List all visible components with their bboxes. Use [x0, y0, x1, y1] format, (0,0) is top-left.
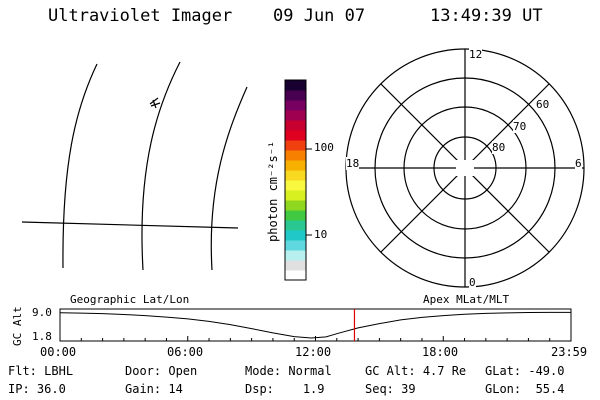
status-gcalt-value: 4.7 Re	[422, 364, 467, 378]
lat-label-80: 80	[492, 141, 506, 154]
status-mode: Mode: Normal	[245, 364, 332, 378]
status-dsp: Dsp: 1.9	[245, 382, 325, 396]
status-glon-value: 55.4	[535, 382, 565, 396]
colorbar-cell	[285, 80, 306, 91]
status-mode-value: Normal	[288, 364, 332, 378]
longitude-line-3	[210, 86, 248, 271]
colorbar-cell	[285, 230, 306, 241]
colorbar-tick-10: 10	[314, 228, 328, 241]
colorbar-cell	[285, 160, 306, 171]
colorbar-cell	[285, 260, 306, 271]
altitude-ytick-max: 9.0	[32, 306, 52, 319]
status-door: Door: Open	[125, 364, 198, 378]
time-label: 13:49:39 UT	[430, 6, 543, 26]
xtick-label-2: 12:00	[295, 345, 332, 359]
colorbar-cell	[285, 140, 306, 151]
status-door-value: Open	[168, 364, 198, 378]
mlt-label-0: 0	[469, 276, 476, 289]
xtick-label-1: 06:00	[167, 345, 204, 359]
geo-panel-label: Geographic Lat/Lon	[70, 293, 190, 306]
colorbar-cell	[285, 90, 306, 101]
status-gain: Gain: 14	[125, 382, 183, 396]
lat-label-60: 60	[536, 98, 550, 111]
mlt-label-18: 18	[346, 157, 360, 170]
colorbar-cell	[285, 250, 306, 261]
colorbar-cell	[285, 270, 306, 281]
status-ip: IP: 36.0	[8, 382, 66, 396]
longitude-line-2	[141, 61, 181, 271]
altitude-ytick-min: 1.8	[32, 330, 52, 343]
colorbar-cell	[285, 210, 306, 221]
colorbar-cell	[285, 100, 306, 111]
colorbar-cell	[285, 120, 306, 131]
instrument-title: Ultraviolet Imager	[48, 6, 233, 26]
status-gain-value: 14	[168, 382, 183, 396]
xtick-label-3: 18:00	[422, 345, 459, 359]
colorbar-cell	[285, 150, 306, 161]
spacecraft-marker-icon	[149, 97, 161, 109]
colorbar-cell	[285, 200, 306, 211]
status-glat-value: -49.0	[528, 364, 565, 378]
polar-panel-label: Apex MLat/MLT	[423, 293, 510, 306]
status-seq: Seq: 39	[365, 382, 416, 396]
status-seq-value: 39	[401, 382, 416, 396]
colorbar-cell	[285, 170, 306, 181]
longitude-line-1	[62, 63, 98, 269]
status-gcalt: GC Alt: 4.7 Re	[365, 364, 467, 378]
xtick-label-4: 23:59	[551, 345, 588, 359]
status-glon: GLon: 55.4	[485, 382, 565, 396]
colorbar-cell	[285, 240, 306, 251]
latitude-line	[21, 221, 239, 229]
date-label: 09 Jun 07	[273, 6, 366, 26]
altitude-ylabel: GC Alt	[11, 306, 24, 346]
colorbar-tick-100: 100	[314, 141, 334, 154]
lat-label-70: 70	[513, 120, 527, 133]
colorbar-cell	[285, 190, 306, 201]
status-dsp-value: 1.9	[302, 382, 325, 396]
colorbar-cell	[285, 180, 306, 191]
mlt-label-12: 12	[469, 48, 483, 61]
altitude-series-line	[59, 311, 571, 339]
status-flt-value: LBHL	[44, 364, 74, 378]
xtick-label-0: 00:00	[40, 345, 77, 359]
status-flt: Flt: LBHL	[8, 364, 74, 378]
status-glat: GLat: -49.0	[485, 364, 565, 378]
colorbar-cell	[285, 220, 306, 231]
status-ip-value: 36.0	[36, 382, 66, 396]
mlt-label-6: 6	[575, 157, 582, 170]
colorbar-cell	[285, 110, 306, 121]
colorbar-cell	[285, 130, 306, 141]
